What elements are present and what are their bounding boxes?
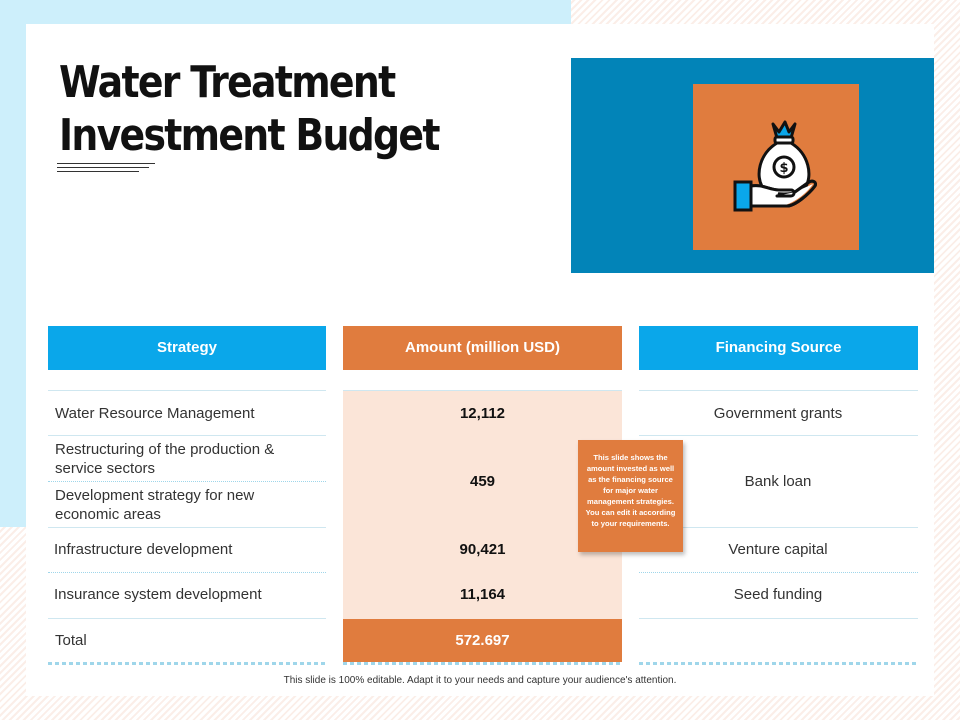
row-divider	[639, 435, 918, 436]
total-amount-bg	[343, 619, 622, 663]
row-divider	[343, 390, 622, 391]
header-amount: Amount (million USD)	[343, 326, 622, 370]
row-divider	[48, 390, 326, 391]
total-amount: 572.697	[455, 632, 510, 649]
row-divider	[639, 572, 918, 573]
financing-cell: Government grants	[713, 405, 843, 422]
strategy-cell: Development strategy for new economic ar…	[55, 487, 255, 523]
amount-cell: 12,112	[459, 405, 506, 422]
amount-cell: 459	[469, 473, 496, 490]
row-divider	[48, 435, 326, 436]
row-divider	[48, 527, 326, 528]
financing-cell: Venture capital	[728, 541, 828, 558]
strategy-cell: Insurance system development	[54, 586, 262, 603]
amount-cell: 90,421	[459, 541, 506, 558]
table-bottom-border	[48, 662, 326, 665]
amount-cell: 11,164	[459, 586, 506, 603]
table-bottom-border	[639, 662, 918, 665]
callout-note: This slide shows the amount invested as …	[578, 440, 683, 552]
svg-text:$: $	[779, 161, 788, 176]
title-line-2: Investment Budget	[59, 110, 440, 161]
financing-cell: Seed funding	[733, 586, 823, 603]
row-divider	[639, 618, 918, 619]
footer-text: This slide is 100% editable. Adapt it to…	[283, 675, 677, 686]
financing-cell: Bank loan	[744, 473, 812, 490]
strategy-cell: Restructuring of the production & servic…	[55, 441, 275, 477]
total-label: Total	[55, 632, 87, 649]
row-divider	[48, 572, 326, 573]
icon-square: $	[693, 84, 859, 250]
header-strategy: Strategy	[48, 326, 326, 370]
row-divider	[48, 618, 326, 619]
money-bag-on-hand-icon: $	[733, 120, 817, 212]
header-financing-source: Financing Source	[639, 326, 918, 370]
row-divider	[48, 481, 326, 482]
strategy-cell: Infrastructure development	[54, 541, 233, 558]
table-bottom-border	[343, 662, 622, 665]
amount-column-bg	[343, 391, 622, 619]
page-title: Water Treatment Investment Budget	[59, 56, 463, 162]
title-underline	[57, 163, 155, 175]
row-divider	[639, 390, 918, 391]
title-line-1: Water Treatment	[59, 57, 396, 108]
row-divider	[639, 527, 918, 528]
strategy-cell: Water Resource Management	[55, 405, 255, 422]
